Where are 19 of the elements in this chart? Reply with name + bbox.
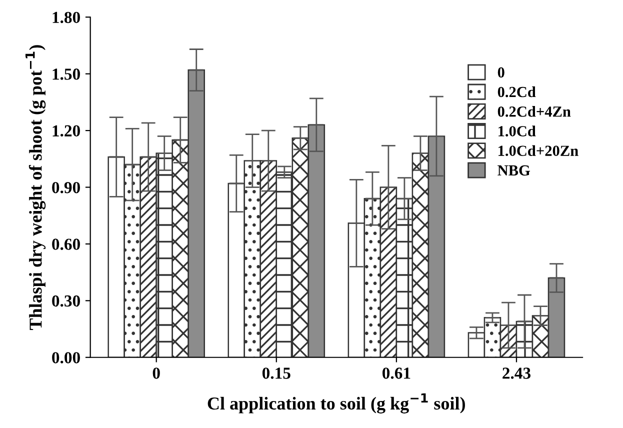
y-tick-label: 0.90 xyxy=(52,182,80,194)
x-axis-title: Cl application to soil (g kg$^{−1}$ soil) xyxy=(208,393,465,414)
y-tick-label: 1.80 xyxy=(52,12,80,24)
x-tick-label: 0.61 xyxy=(382,368,410,379)
y-tick-label: 0.00 xyxy=(52,352,80,364)
legend-label: NBG xyxy=(498,165,530,176)
x-tick-label: 0.15 xyxy=(262,368,290,379)
legend-label: 0 xyxy=(498,67,504,78)
y-tick-label: 0.30 xyxy=(52,295,80,307)
y-tick-label: 1.50 xyxy=(52,68,80,80)
y-axis-title: Thlaspi dry weight of shoot (g pot$^{−1}$) xyxy=(25,45,46,330)
x-tick-label: 2.43 xyxy=(502,368,530,379)
legend-label: 1.0Cd xyxy=(498,126,536,136)
legend-label: 0.2Cd xyxy=(498,86,536,98)
legend-label: 1.0Cd+20Zn xyxy=(498,145,578,156)
x-tick-label: 0 xyxy=(152,368,160,379)
y-tick-label: 1.20 xyxy=(52,125,80,137)
y-tick-label: 0.60 xyxy=(52,238,80,250)
legend-label: 0.2Cd+4Zn xyxy=(498,106,571,117)
